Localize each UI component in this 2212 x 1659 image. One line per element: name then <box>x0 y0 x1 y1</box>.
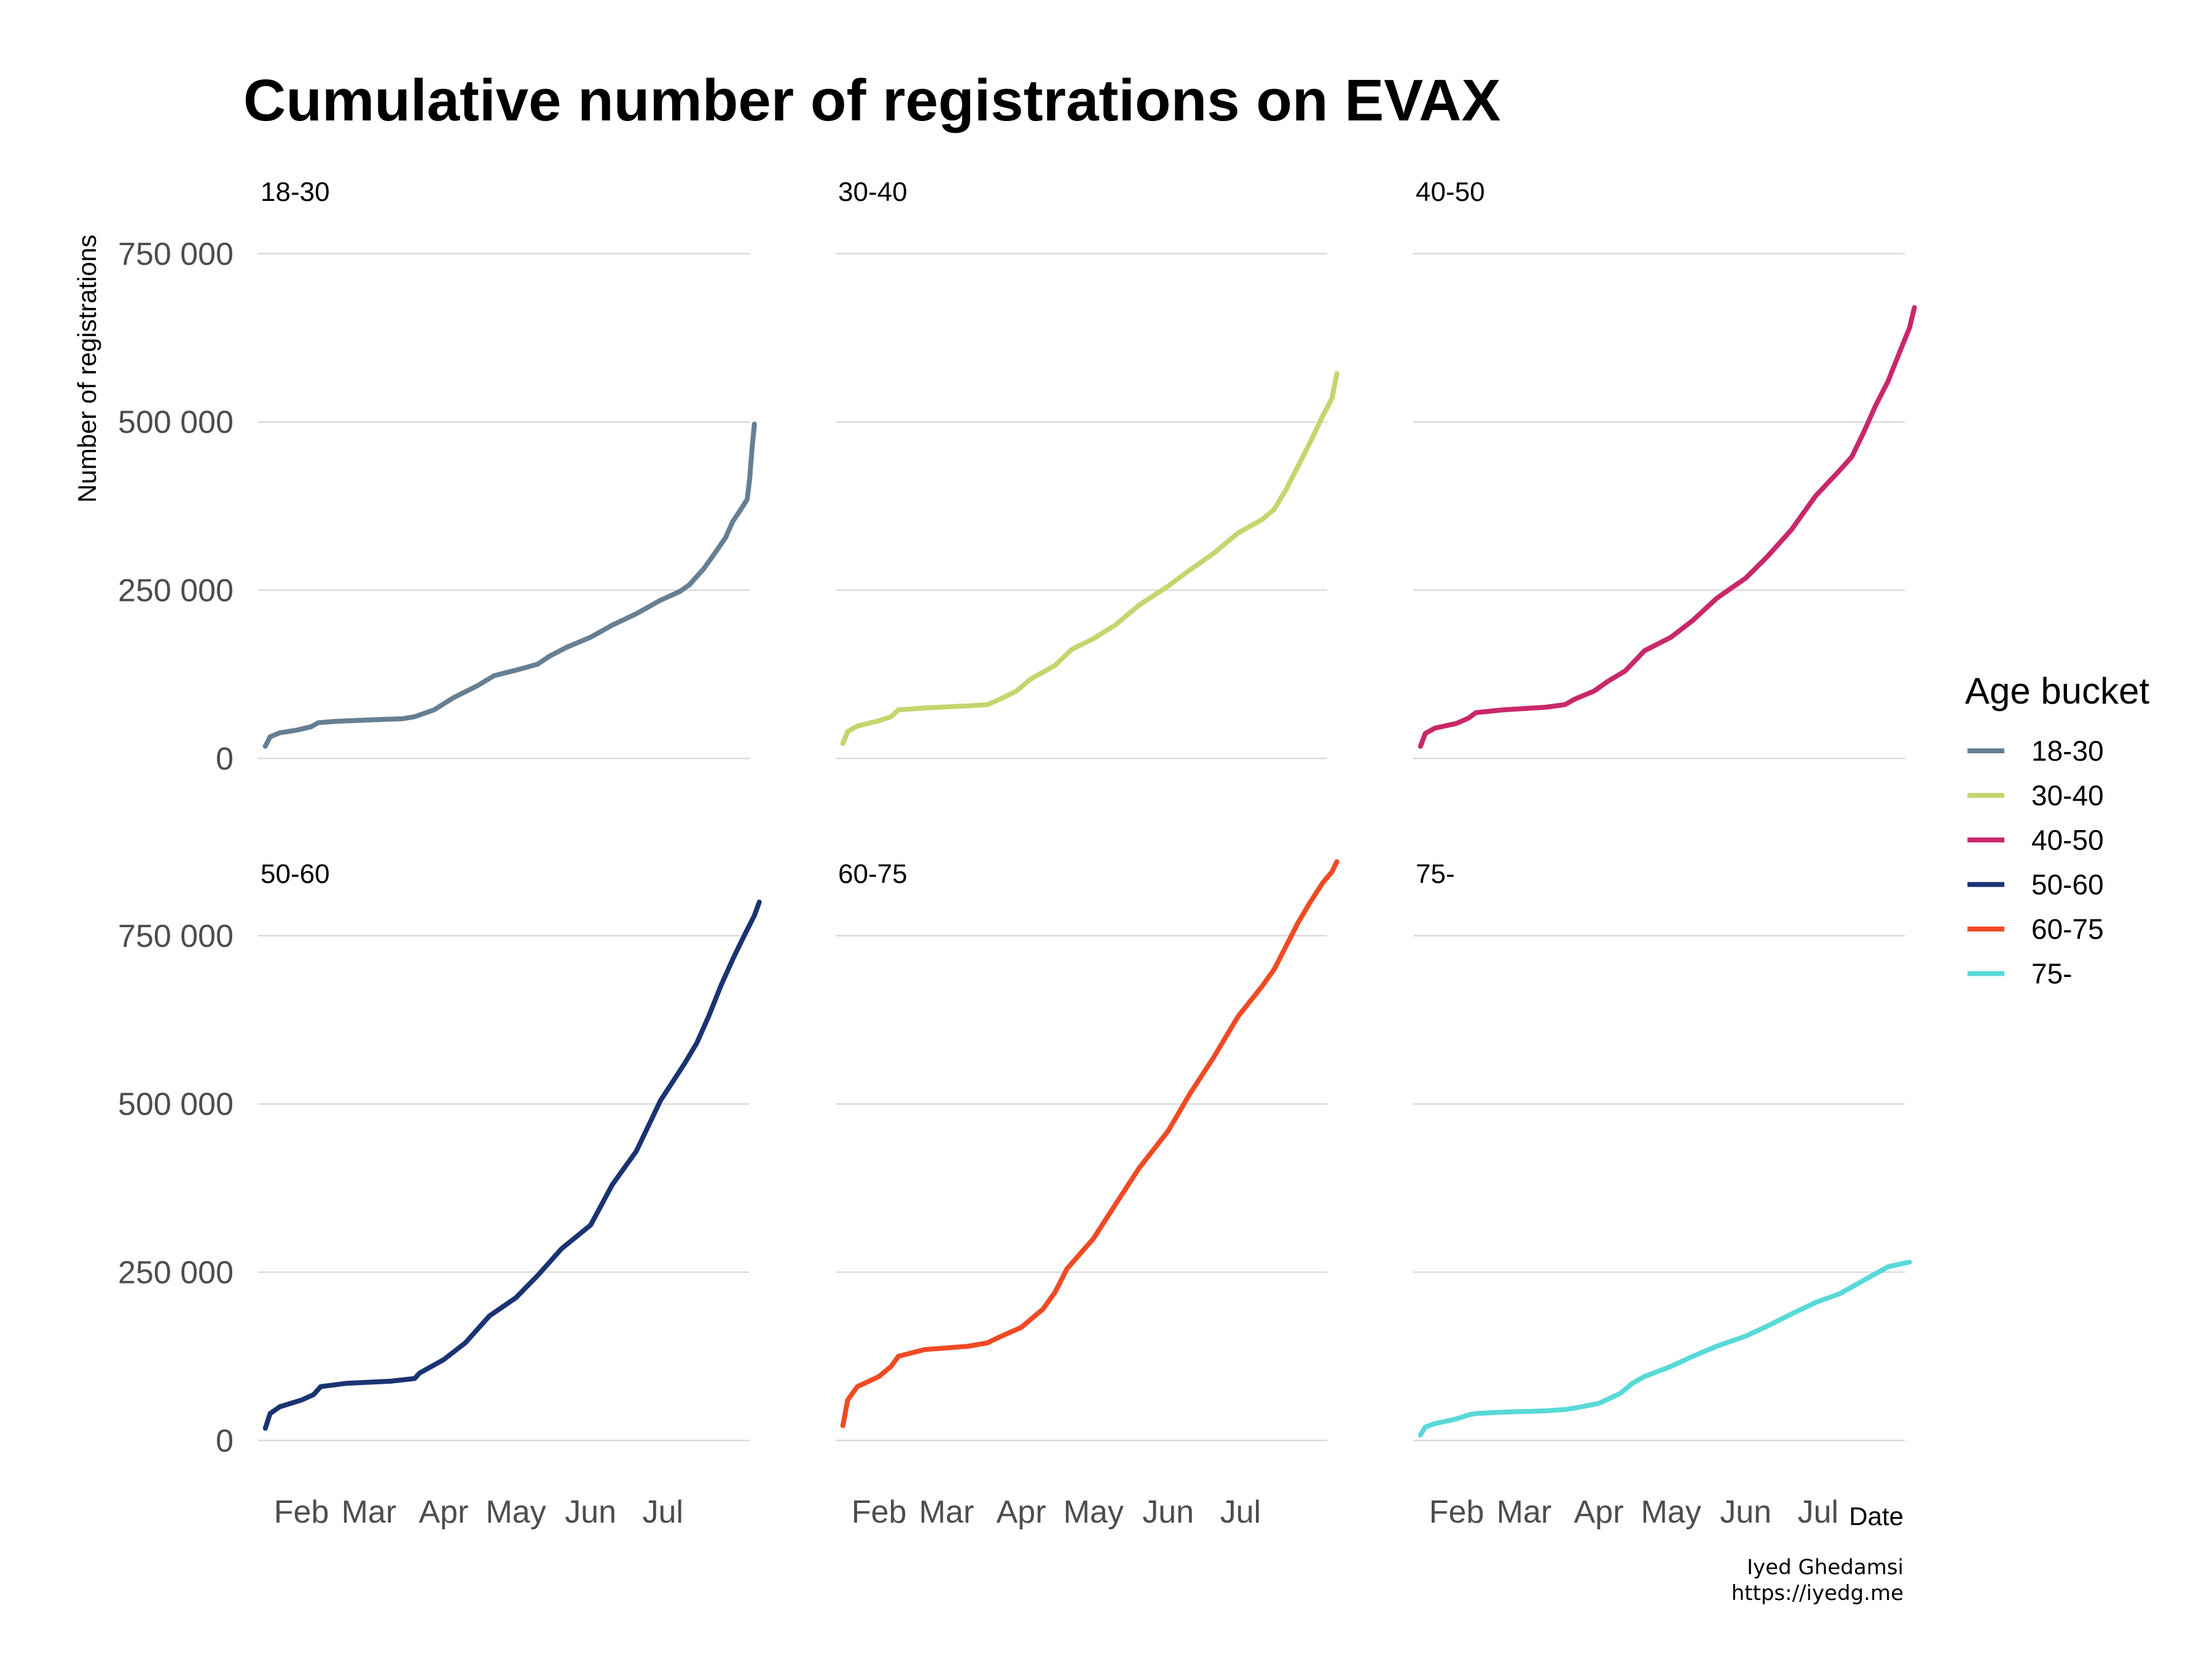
series-line-75- <box>1418 1260 1912 1438</box>
facet-label: 60-75 <box>838 859 908 889</box>
y-tick-label: 0 <box>216 741 233 777</box>
x-tick-label: Jul <box>643 1494 683 1530</box>
y-tick-label: 500 000 <box>118 405 233 441</box>
facet-panel-40-50: 40-50 <box>1413 177 1917 759</box>
chart-title: Cumulative number of registrations on EV… <box>243 68 1501 133</box>
facet-label: 50-60 <box>261 859 330 889</box>
legend-label: 50-60 <box>2031 869 2104 901</box>
x-tick-label: Jun <box>1142 1494 1194 1530</box>
x-tick-label: Jun <box>565 1494 616 1530</box>
facet-panel-18-30: 18-30 0 250 000 500 000 750 000 <box>118 177 757 777</box>
legend: Age bucket 18-30 30-40 40-50 50-60 60-75 75- <box>1965 670 2150 990</box>
x-tick-label: Jul <box>1798 1494 1838 1530</box>
y-tick-label: 250 000 <box>118 573 233 608</box>
legend-label: 60-75 <box>2031 913 2104 945</box>
legend-label: 30-40 <box>2031 780 2104 812</box>
x-tick-label: Jul <box>1220 1494 1261 1530</box>
series-line-30-40 <box>840 371 1339 747</box>
x-tick-label: Apr <box>1574 1494 1623 1530</box>
x-tick-label: Apr <box>996 1494 1046 1530</box>
y-tick-label: 750 000 <box>118 237 233 272</box>
x-tick-label: Mar <box>919 1494 975 1530</box>
facet-label: 75- <box>1416 859 1455 889</box>
x-tick-label: May <box>1063 1494 1123 1530</box>
x-tick-label: May <box>485 1494 546 1530</box>
facet-panel-30-40: 30-40 <box>836 177 1339 759</box>
legend-title: Age bucket <box>1965 670 2150 712</box>
facet-panels: 18-30 0 250 000 500 000 750 000 30-40 40-50 50-… <box>118 177 1917 1530</box>
legend-label: 40-50 <box>2031 824 2104 856</box>
x-tick-label: Mar <box>342 1494 397 1530</box>
y-tick-label: 500 000 <box>118 1087 233 1123</box>
y-tick-label: 750 000 <box>118 919 233 954</box>
x-axis-title: Date <box>1849 1502 1904 1531</box>
y-tick-label: 250 000 <box>118 1255 233 1290</box>
facet-panel-50-60: 50-60 0 250 000 500 000 750 000 Feb Mar Apr May J… <box>118 859 762 1530</box>
series-line-60-75 <box>840 859 1339 1429</box>
y-axis-title: Number of registrations <box>73 235 101 503</box>
series-line-50-60 <box>262 900 762 1431</box>
x-tick-label: Feb <box>274 1494 329 1530</box>
y-tick-label: 0 <box>216 1423 233 1459</box>
x-tick-label: May <box>1641 1494 1701 1530</box>
facet-label: 18-30 <box>261 177 330 207</box>
series-line-40-50 <box>1418 305 1917 749</box>
x-tick-label: Feb <box>1429 1494 1484 1530</box>
facet-label: 40-50 <box>1416 177 1485 207</box>
legend-label: 75- <box>2031 958 2072 990</box>
x-tick-label: Feb <box>852 1494 907 1530</box>
facet-panel-75-: 75- Feb Mar Apr May Jun Jul <box>1413 859 1912 1530</box>
facet-panel-60-75: 60-75 Feb Mar Apr May Jun Jul <box>836 859 1339 1530</box>
legend-label: 18-30 <box>2031 735 2104 767</box>
caption-author: Iyed Ghedamsi <box>1747 1555 1904 1580</box>
x-tick-label: Jun <box>1720 1494 1771 1530</box>
x-tick-label: Apr <box>418 1494 468 1530</box>
facet-label: 30-40 <box>838 177 908 207</box>
series-line-18-30 <box>262 422 757 749</box>
caption-url: https://iyedg.me <box>1732 1581 1904 1606</box>
x-tick-label: Mar <box>1497 1494 1552 1530</box>
y-axis-title-group: Number of registrations <box>73 235 101 503</box>
